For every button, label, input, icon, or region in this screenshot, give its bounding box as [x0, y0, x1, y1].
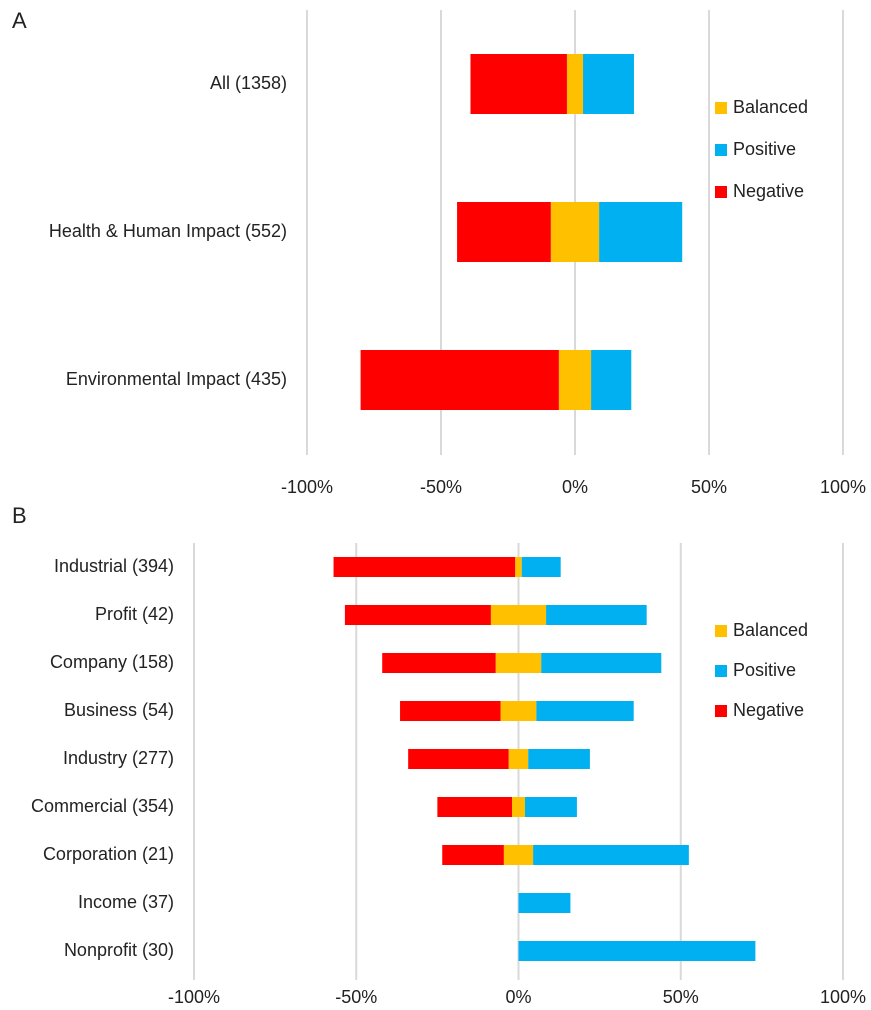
bar-negative	[470, 54, 567, 114]
bar-balanced	[512, 797, 525, 817]
category-label: Corporation (21)	[43, 844, 174, 864]
legend-label: Positive	[733, 139, 796, 159]
bar-positive	[546, 605, 647, 625]
legend-swatch	[715, 665, 727, 677]
bar-negative	[360, 350, 559, 410]
bar-positive	[541, 653, 662, 673]
category-label: Company (158)	[50, 652, 174, 672]
category-label: Health & Human Impact (552)	[49, 221, 287, 241]
bar-positive	[521, 557, 561, 577]
bar-positive	[518, 941, 756, 961]
bar-negative	[400, 701, 501, 721]
legend-label: Positive	[733, 660, 796, 680]
x-tick-label: 100%	[820, 987, 866, 1007]
bar-balanced	[508, 749, 529, 769]
x-tick-label: 50%	[663, 987, 699, 1007]
legend-swatch	[715, 186, 727, 198]
panel-label: A	[12, 8, 27, 33]
bar-negative	[344, 605, 491, 625]
legend-swatch	[715, 705, 727, 717]
bar-balanced	[495, 653, 542, 673]
bar-balanced	[566, 54, 584, 114]
bar-negative	[408, 749, 509, 769]
legend-swatch	[715, 625, 727, 637]
legend-label: Balanced	[733, 620, 808, 640]
bar-negative	[382, 653, 496, 673]
bar-positive	[536, 701, 634, 721]
category-label: Environmental Impact (435)	[66, 369, 287, 389]
bar-negative	[442, 845, 504, 865]
category-label: Nonprofit (30)	[64, 940, 174, 960]
category-label: Profit (42)	[95, 604, 174, 624]
bar-positive	[591, 350, 632, 410]
category-label: Income (37)	[78, 892, 174, 912]
bar-negative	[457, 202, 551, 262]
bar-negative	[437, 797, 513, 817]
panel-label: B	[12, 503, 27, 528]
legend-swatch	[715, 144, 727, 156]
bar-positive	[528, 749, 590, 769]
legend-label: Negative	[733, 700, 804, 720]
x-tick-label: -50%	[420, 477, 462, 497]
bar-positive	[599, 202, 683, 262]
legend-swatch	[715, 102, 727, 114]
bar-balanced	[503, 845, 534, 865]
category-label: Business (54)	[64, 700, 174, 720]
bar-balanced	[515, 557, 522, 577]
x-tick-label: 0%	[505, 987, 531, 1007]
bar-positive	[583, 54, 634, 114]
bar-positive	[533, 845, 689, 865]
bar-balanced	[490, 605, 547, 625]
category-label: All (1358)	[210, 73, 287, 93]
legend-label: Negative	[733, 181, 804, 201]
x-tick-label: -100%	[281, 477, 333, 497]
category-label: Commercial (354)	[31, 796, 174, 816]
legend-label: Balanced	[733, 97, 808, 117]
x-tick-label: -100%	[168, 987, 220, 1007]
x-tick-label: -50%	[335, 987, 377, 1007]
category-label: Industry (277)	[63, 748, 174, 768]
x-tick-label: 100%	[820, 477, 866, 497]
x-tick-label: 0%	[562, 477, 588, 497]
bar-positive	[518, 893, 571, 913]
bar-balanced	[500, 701, 537, 721]
bar-positive	[524, 797, 577, 817]
category-label: Industrial (394)	[54, 556, 174, 576]
bar-balanced	[550, 202, 600, 262]
x-tick-label: 50%	[691, 477, 727, 497]
bar-balanced	[558, 350, 592, 410]
bar-negative	[333, 557, 516, 577]
